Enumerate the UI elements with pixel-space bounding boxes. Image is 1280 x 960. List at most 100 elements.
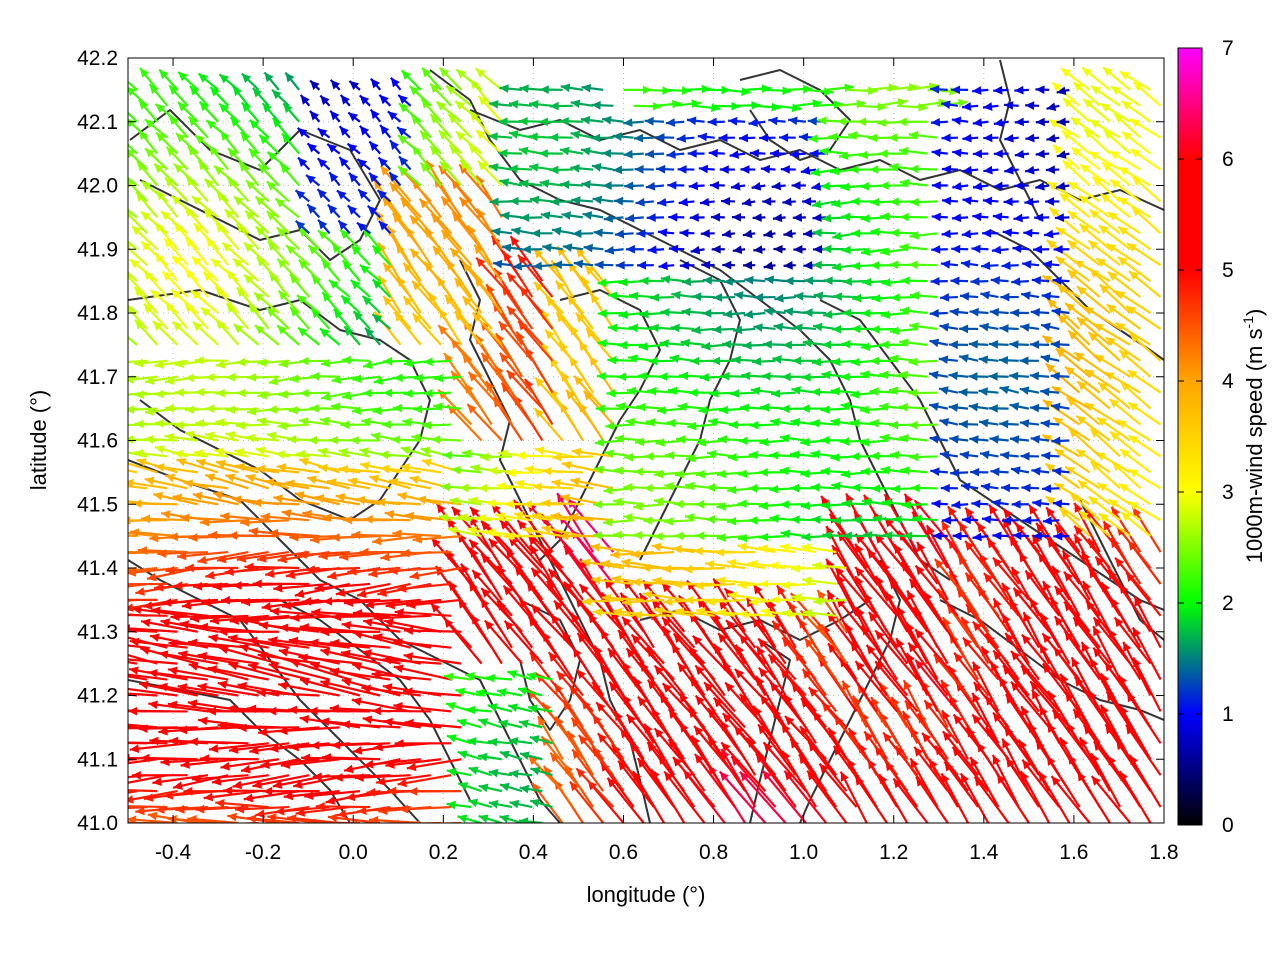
wind-arrow-shaft bbox=[991, 754, 1020, 808]
wind-arrow-head bbox=[813, 596, 823, 606]
wind-arrow-head bbox=[155, 463, 165, 472]
wind-arrow-head bbox=[807, 770, 817, 781]
wind-arrow bbox=[1090, 775, 1132, 823]
wind-arrow-shaft bbox=[901, 710, 929, 760]
wind-arrow-head bbox=[160, 618, 171, 627]
wind-arrow bbox=[784, 715, 827, 761]
wind-arrow-shaft bbox=[947, 505, 980, 553]
wind-arrow bbox=[667, 386, 695, 396]
wind-arrow-head bbox=[1054, 586, 1064, 596]
wind-arrow bbox=[664, 481, 695, 491]
wind-arrow-head bbox=[193, 581, 203, 591]
contour-line bbox=[739, 69, 851, 161]
wind-arrow-head bbox=[113, 780, 123, 789]
wind-arrow-head bbox=[1019, 356, 1029, 366]
wind-arrow bbox=[140, 514, 188, 524]
wind-arrow-head bbox=[205, 372, 215, 382]
wind-arrow-head bbox=[357, 589, 367, 598]
wind-arrow-head bbox=[1042, 633, 1052, 644]
wind-arrow bbox=[1031, 466, 1050, 476]
wind-arrow-head bbox=[896, 638, 905, 649]
wind-arrow-head bbox=[192, 491, 203, 501]
wind-arrow bbox=[507, 703, 533, 713]
wind-arrow-head bbox=[296, 449, 306, 459]
wind-arrow-head bbox=[225, 405, 236, 415]
wind-arrow-shaft bbox=[595, 701, 635, 745]
wind-arrow bbox=[480, 520, 523, 569]
wind-arrow bbox=[653, 606, 695, 617]
wind-arrow-shaft bbox=[1051, 565, 1081, 617]
wind-arrow-head bbox=[990, 467, 1000, 477]
wind-arrow-head bbox=[403, 389, 413, 398]
wind-arrow-head bbox=[1108, 629, 1117, 640]
wind-arrow-head bbox=[1091, 776, 1101, 786]
wind-arrow bbox=[1094, 555, 1132, 601]
wind-arrow-head bbox=[948, 340, 958, 350]
wind-arrow bbox=[979, 322, 999, 332]
wind-arrow bbox=[940, 520, 970, 569]
wind-arrow-shaft bbox=[752, 705, 787, 760]
wind-arrow-head bbox=[557, 493, 566, 504]
wind-arrow-head bbox=[372, 536, 382, 546]
wind-arrow bbox=[330, 638, 391, 649]
wind-arrow-head bbox=[1079, 737, 1089, 748]
wind-arrow-shaft bbox=[244, 565, 300, 570]
wind-arrow-head bbox=[278, 726, 288, 736]
wind-arrow-head bbox=[993, 557, 1003, 568]
wind-arrow bbox=[457, 750, 482, 761]
wind-arrow-shaft bbox=[240, 598, 300, 604]
wind-arrow bbox=[646, 679, 686, 729]
wind-arrow-head bbox=[759, 579, 769, 589]
wind-arrow-head bbox=[731, 756, 741, 767]
wind-arrow-shaft bbox=[547, 651, 584, 697]
wind-arrow bbox=[1125, 724, 1162, 776]
wind-arrow bbox=[1046, 298, 1081, 330]
wind-arrow bbox=[683, 564, 725, 574]
wind-arrow bbox=[363, 514, 411, 524]
wind-arrow-head bbox=[1002, 582, 1011, 593]
wind-arrow-head bbox=[423, 357, 433, 367]
wind-arrow-shaft bbox=[148, 702, 209, 713]
wind-arrow bbox=[478, 814, 503, 823]
wind-arrow-head bbox=[685, 513, 695, 522]
wind-arrow-head bbox=[476, 513, 486, 523]
wind-arrow bbox=[854, 566, 898, 617]
wind-arrow-shaft bbox=[147, 671, 209, 681]
wind-arrow-shaft bbox=[341, 678, 401, 697]
wind-arrow-head bbox=[459, 483, 469, 493]
wind-arrow-head bbox=[339, 552, 349, 561]
wind-arrow bbox=[676, 662, 716, 713]
wind-arrow bbox=[933, 653, 969, 697]
wind-arrow bbox=[480, 587, 523, 633]
wind-arrow bbox=[297, 326, 321, 346]
wind-arrow-head bbox=[203, 792, 214, 802]
wind-arrow bbox=[321, 291, 341, 314]
wind-arrow-head bbox=[129, 637, 140, 647]
wind-arrow-head bbox=[451, 506, 462, 517]
wind-arrow-head bbox=[530, 766, 541, 776]
wind-arrow bbox=[153, 491, 199, 506]
wind-arrow-head bbox=[596, 702, 606, 712]
wind-arrow-head bbox=[881, 498, 892, 508]
wind-arrow bbox=[925, 524, 959, 585]
wind-arrow-shaft bbox=[1094, 555, 1132, 601]
wind-arrow-head bbox=[1097, 483, 1108, 492]
wind-arrow bbox=[431, 435, 462, 444]
wind-arrow-head bbox=[252, 498, 262, 508]
wind-arrow bbox=[973, 776, 1010, 823]
wind-arrow-head bbox=[581, 597, 592, 606]
wind-arrow-head bbox=[406, 600, 416, 610]
wind-arrow-head bbox=[692, 635, 703, 646]
wind-arrow-head bbox=[948, 371, 958, 381]
wind-arrow-head bbox=[161, 510, 171, 519]
wind-arrow-head bbox=[724, 588, 734, 598]
wind-arrow-head bbox=[690, 356, 700, 366]
wind-arrow-head bbox=[265, 569, 275, 578]
wind-arrow-head bbox=[822, 530, 832, 540]
wind-arrow-shaft bbox=[393, 704, 452, 713]
wind-arrow-head bbox=[758, 544, 768, 553]
wind-arrow-shaft bbox=[578, 583, 625, 633]
wind-arrow-shaft bbox=[547, 568, 594, 617]
wind-arrow bbox=[779, 543, 817, 554]
wind-arrow bbox=[1128, 434, 1162, 458]
